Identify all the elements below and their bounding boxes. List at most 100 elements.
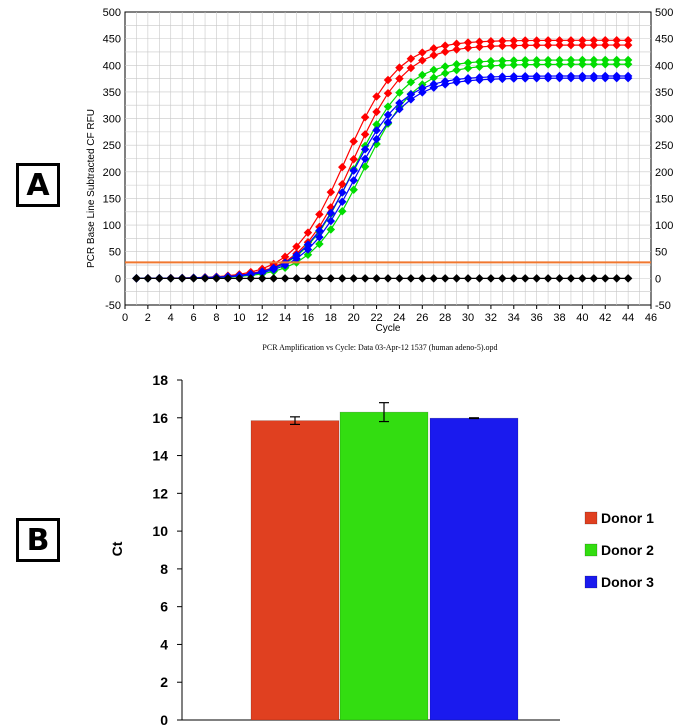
series-7-point — [509, 274, 519, 283]
y-tick-label: 0 — [160, 712, 168, 727]
y-tick-label: 12 — [152, 485, 168, 501]
series-3-point — [486, 56, 496, 66]
x-tick-label: 6 — [191, 312, 197, 324]
y-tick-label-left: 500 — [103, 7, 121, 19]
series-4-point — [360, 162, 370, 171]
series-7-point — [372, 274, 381, 283]
series-7-point — [223, 274, 233, 283]
x-tick-label: 32 — [485, 312, 497, 324]
series-7-point — [601, 274, 610, 283]
y-tick-label-left: 400 — [103, 60, 121, 72]
series-6-point — [452, 77, 461, 87]
series-4-point — [349, 185, 358, 194]
y-tick-label: 14 — [152, 448, 168, 464]
y-tick-label-left: 250 — [103, 140, 121, 152]
series-1-point — [463, 38, 473, 47]
series-5-point — [406, 90, 416, 99]
series-5-point — [315, 226, 324, 235]
series-6-point — [326, 216, 336, 226]
x-tick-label: 38 — [553, 312, 565, 324]
x-tick-label: 18 — [325, 312, 337, 324]
series-7-point — [326, 274, 336, 283]
series-7-point — [177, 274, 187, 283]
series-7-point — [440, 274, 450, 283]
y-tick-label: 4 — [160, 636, 168, 652]
y-tick-label-right: 350 — [655, 87, 673, 99]
series-7-point — [418, 274, 427, 283]
amplification-chart: 0 2 4 6 8 10 12 14 16 18 20 22 24 26 28 30 32 34 36 38 40 42 4… — [86, 7, 673, 352]
x-tick-label: 14 — [279, 312, 291, 324]
series-1-point — [406, 54, 416, 63]
x-tick-label: 40 — [576, 312, 588, 324]
series-7-point — [132, 274, 141, 283]
y-axis-label: Ct — [109, 541, 125, 556]
y-tick-label-left: 350 — [103, 87, 121, 99]
series-6-point — [257, 268, 267, 277]
series-2-point — [406, 63, 416, 73]
x-tick-label: 34 — [508, 312, 520, 324]
y-tick-label: 16 — [152, 410, 168, 426]
series-6-point — [463, 76, 473, 86]
x-tick-label: 30 — [462, 312, 474, 324]
series-7-point — [532, 274, 541, 283]
series-2-point — [498, 41, 507, 51]
series-6-point — [372, 134, 381, 144]
series-7-point — [338, 274, 347, 283]
bar-1 — [250, 420, 340, 721]
series-7-point — [349, 274, 358, 283]
y-tick-label-right: 150 — [655, 193, 673, 205]
series-2-point — [418, 56, 427, 65]
y-tick-label-left: 300 — [103, 114, 121, 126]
series-7-point — [543, 274, 553, 283]
panel-b-text: B — [26, 522, 50, 558]
x-tick-label: 22 — [370, 312, 382, 324]
x-tick-label: 16 — [302, 312, 314, 324]
y-tick-label-right: 300 — [655, 114, 673, 126]
series-7-point — [166, 274, 175, 283]
bar-2 — [339, 411, 429, 721]
series-1-point — [338, 162, 347, 172]
legend-swatch-3 — [584, 575, 598, 589]
series-2-point — [383, 88, 393, 98]
y-tick-label: 18 — [152, 372, 168, 388]
series-2-point — [440, 47, 450, 57]
x-tick-label: 2 — [145, 312, 151, 324]
series-7-point — [395, 274, 404, 283]
series-3-point — [463, 58, 473, 68]
series-5-point — [360, 145, 370, 154]
series-2-point — [372, 107, 381, 117]
y-tick-label-right: -50 — [655, 300, 671, 312]
series-7-point — [612, 274, 621, 283]
series-1-point — [498, 36, 507, 46]
y-tick-label-left: 0 — [115, 273, 121, 285]
series-7-point — [498, 274, 507, 283]
series-2-point — [360, 130, 370, 139]
series-7-point — [269, 274, 278, 283]
x-tick-label: 12 — [256, 312, 268, 324]
x-tick-label: 4 — [168, 312, 174, 324]
series-1-point — [440, 41, 450, 50]
series-7-point — [475, 274, 484, 283]
series-7-point — [452, 274, 461, 283]
y-tick-label: 2 — [160, 674, 168, 690]
legend-swatch-2 — [584, 543, 598, 557]
series-5-point — [395, 98, 404, 108]
series-7-point — [315, 274, 324, 283]
series-7-point — [189, 274, 198, 283]
y-tick-label-right: 0 — [655, 273, 661, 285]
panel-label-b: B — [16, 518, 60, 562]
y-tick-label-right: 250 — [655, 140, 673, 152]
x-tick-label: 24 — [393, 312, 405, 324]
series-2-point — [395, 74, 404, 83]
series-4-point — [463, 63, 473, 73]
series-1-point — [475, 37, 484, 46]
series-5-point — [338, 188, 347, 197]
series-4-point — [315, 239, 324, 249]
x-tick-label: 28 — [439, 312, 451, 324]
series-1-point — [383, 75, 393, 85]
legend-label-2: Donor 2 — [601, 542, 654, 558]
series-1-point — [315, 210, 324, 219]
series-7-point — [257, 274, 267, 283]
series-4-point — [440, 68, 450, 78]
series-7-point — [520, 274, 530, 283]
